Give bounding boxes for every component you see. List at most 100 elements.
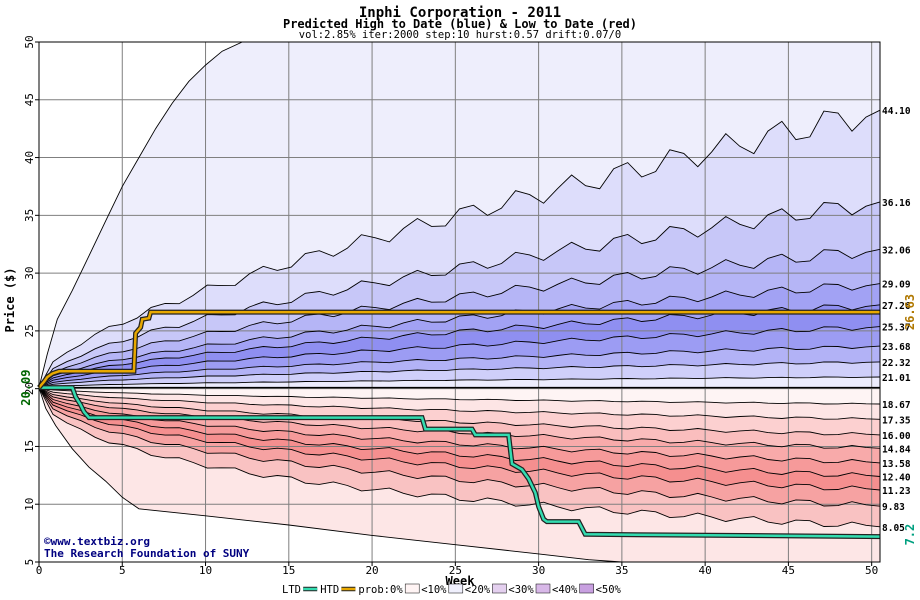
low-quantile-line-6 xyxy=(38,387,881,491)
high-quantile-line-3 xyxy=(38,283,881,388)
low-quantile-line-3 xyxy=(38,387,881,449)
x-tick-label-6: 30 xyxy=(532,564,545,577)
chart-subtitle: Predicted High to Date (blue) & Low to D… xyxy=(283,17,637,31)
x-tick-label-2: 10 xyxy=(199,564,212,577)
legend: LTD HTD prob:0% <10% <20% <30% <40% <50% xyxy=(282,583,622,596)
legend-label-0: LTD xyxy=(282,584,301,596)
chart-title: Inphi Corporation - 2011 xyxy=(359,5,561,21)
quantile-label-1: 36.16 xyxy=(882,198,911,209)
low-band-4 xyxy=(39,387,880,463)
x-tick-label-0: 0 xyxy=(36,564,43,577)
y-tick-label-8: 45 xyxy=(23,93,36,106)
legend-label-5: <30% xyxy=(508,584,534,596)
quantile-label-3: 29.09 xyxy=(882,280,911,291)
probability-bands xyxy=(39,42,880,562)
quantile-label-8: 21.01 xyxy=(882,373,911,384)
htd-series xyxy=(38,310,880,389)
watermark-org: The Research Foundation of SUNY xyxy=(44,547,250,560)
high-quantile-line-6 xyxy=(38,345,881,389)
outer-lower-line xyxy=(38,387,622,563)
high-quantile-line-1 xyxy=(38,201,881,388)
y-tick-label-1: 10 xyxy=(23,498,36,511)
y-tick-label-2: 15 xyxy=(23,440,36,453)
high-quantile-line-2 xyxy=(38,248,881,388)
y-tick-label-5: 30 xyxy=(23,266,36,279)
high-quantile-line-0 xyxy=(38,109,881,388)
high-band-5 xyxy=(39,304,880,388)
low-quantile-line-8 xyxy=(38,387,881,528)
low-band-3 xyxy=(39,387,880,449)
quantile-label-11: 16.00 xyxy=(882,431,911,442)
x-tick-label-7: 35 xyxy=(615,564,628,577)
legend-box-3 xyxy=(448,583,464,594)
quantile-label-10: 17.35 xyxy=(882,415,911,426)
quantile-label-16: 9.83 xyxy=(882,502,905,513)
y-tick-label-6: 35 xyxy=(23,209,36,222)
quantile-label-7: 22.32 xyxy=(882,358,911,369)
outer-upper-line xyxy=(38,41,243,388)
quantile-label-13: 13.58 xyxy=(882,459,911,470)
y-tick-label-0: 5 xyxy=(23,559,36,566)
quantile-label-12: 14.84 xyxy=(882,444,911,455)
high-band-9 xyxy=(39,377,880,388)
high-band-0 xyxy=(39,42,880,388)
low-quantile-line-7 xyxy=(38,387,881,507)
legend-label-6: <40% xyxy=(552,584,578,596)
start-price-label: 20.09 xyxy=(19,370,33,406)
price-series xyxy=(37,309,881,540)
low-band-6 xyxy=(39,387,880,490)
quantile-label-14: 12.40 xyxy=(882,472,911,483)
high-band-1 xyxy=(39,110,880,388)
quantile-label-15: 11.23 xyxy=(882,486,911,497)
x-tick-label-10: 50 xyxy=(865,564,878,577)
high-band-7 xyxy=(39,346,880,388)
low-band-0 xyxy=(39,387,880,404)
high-band-2 xyxy=(39,201,880,388)
y-axis-label: Price ($) xyxy=(3,267,17,332)
high-band-3 xyxy=(39,249,880,388)
ltd-series xyxy=(39,386,881,538)
x-tick-label-9: 45 xyxy=(782,564,795,577)
high-quantile-line-5 xyxy=(38,326,881,388)
y-tick-label-7: 40 xyxy=(23,151,36,164)
high-quantile-line-8 xyxy=(38,376,881,389)
quantile-label-2: 32.06 xyxy=(882,245,911,256)
chart-params: vol:2.85% iter:2000 step:10 hurst:0.57 d… xyxy=(299,29,621,41)
watermark-url: ©www.textbiz.org xyxy=(44,535,150,548)
legend-box-4 xyxy=(492,583,507,594)
quantile-label-9: 18.67 xyxy=(882,400,911,411)
low-quantile-line-4 xyxy=(38,387,881,464)
legend-label-7: <50% xyxy=(596,584,622,596)
x-tick-label-4: 20 xyxy=(365,564,378,577)
quantile-label-6: 23.68 xyxy=(882,342,911,353)
y-tick-label-3: 20 xyxy=(23,382,36,395)
quantile-label-0: 44.10 xyxy=(882,106,911,117)
legend-box-5 xyxy=(535,583,551,594)
low-band-1 xyxy=(39,387,880,420)
legend-label-4: <20% xyxy=(465,584,491,596)
current-price-label: 26.63 xyxy=(903,294,917,330)
x-tick-label-3: 15 xyxy=(282,564,295,577)
quantile-labels: 44.10 36.16 32.06 29.09 27.26 25.37 23.68 22.32… xyxy=(882,106,911,534)
legend-box-6 xyxy=(579,583,594,594)
x-tick-label-8: 40 xyxy=(699,564,712,577)
legend-label-1: HTD xyxy=(320,584,339,596)
y-tick-label-4: 25 xyxy=(23,324,36,337)
quantile-label-17: 8.05 xyxy=(882,523,905,534)
low-quantile-line-2 xyxy=(38,387,881,436)
quantile-lines xyxy=(38,109,881,528)
quantile-label-4: 27.26 xyxy=(882,301,911,312)
low-quantile-line-5 xyxy=(38,387,881,477)
legend-label-3: <10% xyxy=(421,584,447,596)
y-tick-label-9: 50 xyxy=(23,35,36,48)
high-quantile-line-7 xyxy=(38,361,881,389)
x-tick-label-1: 5 xyxy=(119,564,126,577)
high-band-8 xyxy=(39,361,880,388)
x-tick-label-5: 25 xyxy=(449,564,462,577)
low-band-5 xyxy=(39,387,880,477)
high-band-6 xyxy=(39,326,880,388)
current-low-label: 7.2 xyxy=(903,524,917,546)
low-band-9 xyxy=(39,387,880,562)
